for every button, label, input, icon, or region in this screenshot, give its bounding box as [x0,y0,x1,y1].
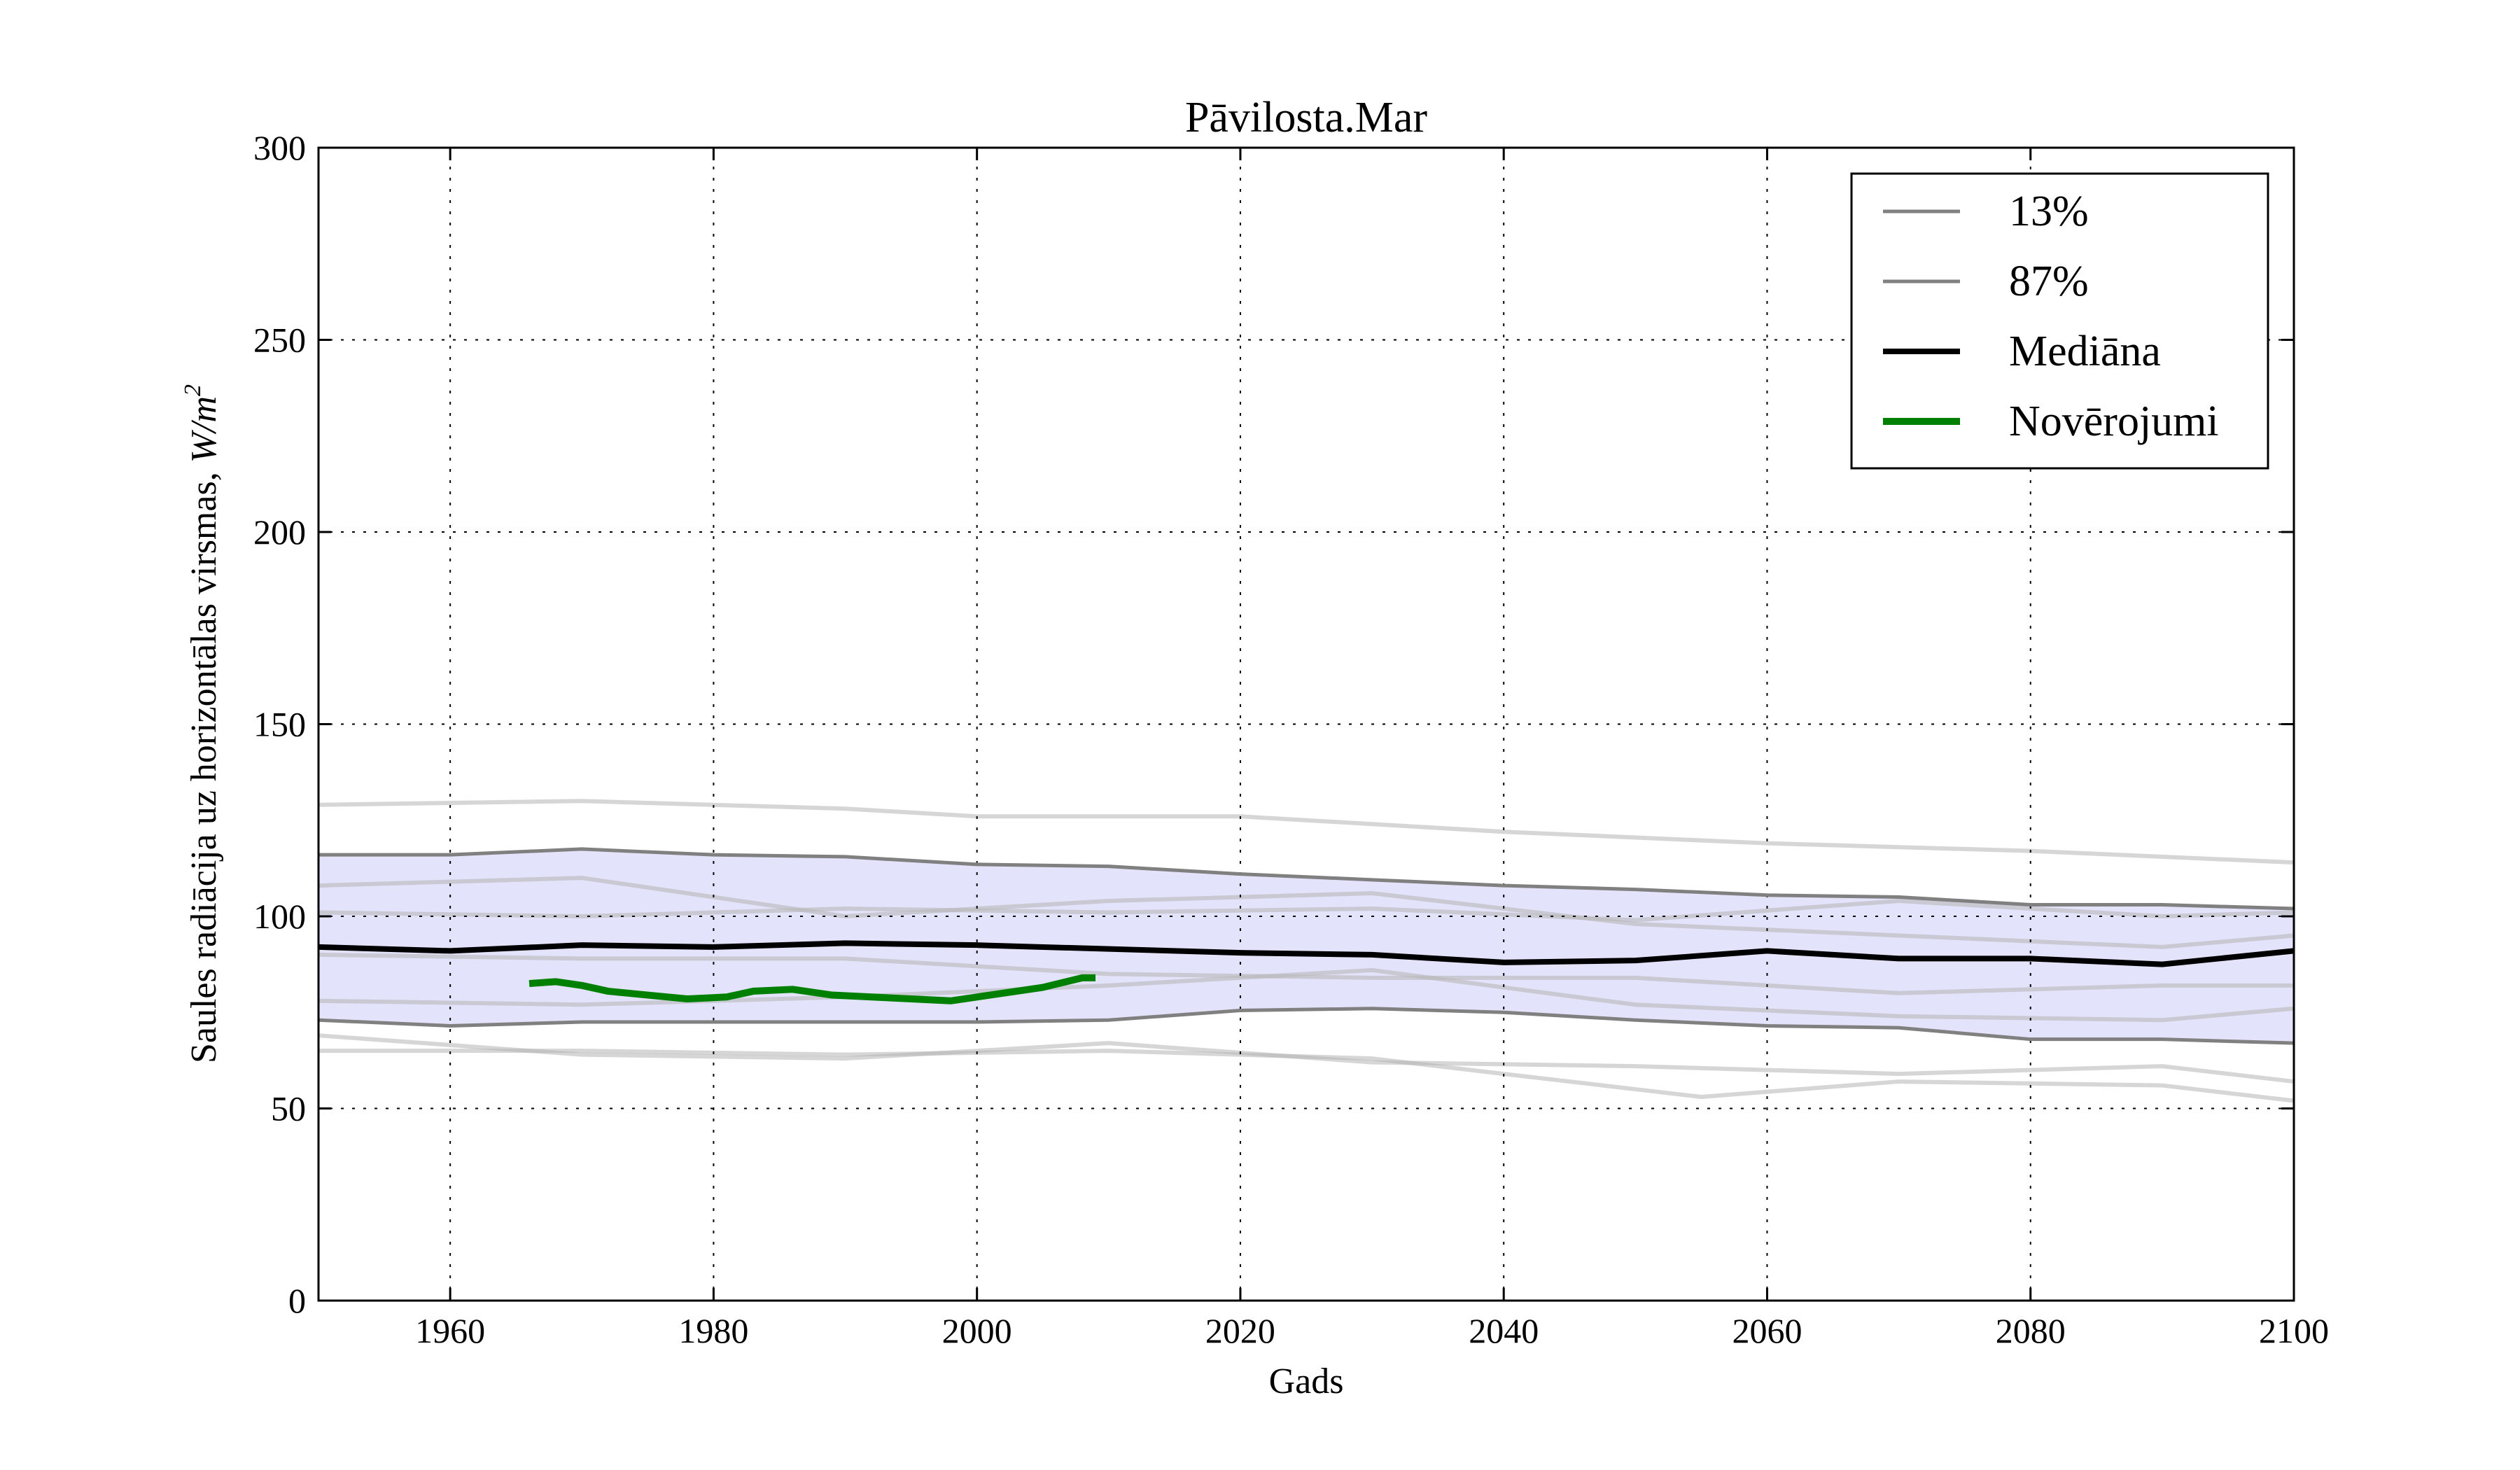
legend-label: 13% [2009,188,2089,235]
y-tick-label: 200 [253,512,306,552]
y-axis-label-unit: W/m [184,396,224,463]
y-tick-label: 300 [253,128,306,167]
y-axis-label-text: Saules radiācija uz horizontālas virsmas… [184,463,224,1063]
y-tick-label: 0 [288,1281,306,1320]
y-tick-label: 250 [253,321,306,360]
y-tick-label: 50 [271,1089,306,1128]
series-line-87% [318,847,2295,911]
ticks: 1960 1980 2000 2020 2040 2060 2080 2100 0 50 100 15… [253,128,2329,1350]
ensemble-member-line-3 [318,876,2295,949]
legend-label: Novērojumi [2009,398,2219,445]
y-axis-label: Saules radiācija uz horizontālas virsmas… [180,384,224,1063]
series-lines [318,847,2295,1045]
legend: 13% 87% Mediāna Novērojumi [1850,172,2269,470]
ensemble-member-line-6 [318,967,2295,1023]
x-tick-label: 1980 [678,1311,748,1350]
y-axis-label-exp: 2 [180,384,206,396]
legend-label: Mediāna [2009,328,2161,375]
ensemble-member-line-4 [318,952,2294,995]
y-tick-label: 150 [253,705,306,744]
series-line-Novērojumi [528,974,1096,1004]
ensemble-member-line-2 [318,1033,2295,1084]
x-tick-label: 2040 [1469,1311,1539,1350]
x-axis-label: Gads [1269,1362,1344,1401]
x-tick-label: 2100 [2259,1311,2329,1350]
x-tick-label: 2000 [942,1311,1012,1350]
series-line-13% [318,1007,2295,1045]
series-line-Mediāna [318,940,2295,967]
x-tick-label: 1960 [415,1311,485,1350]
grid [318,148,2294,1301]
chart-title: Pāvilosta.Mar [1185,94,1427,141]
x-tick-label: 2080 [1996,1311,2066,1350]
x-tick-label: 2060 [1732,1311,1802,1350]
ensemble-member-line-5 [318,899,2295,923]
legend-label: 87% [2009,258,2089,305]
x-tick-label: 2020 [1205,1311,1275,1350]
y-tick-label: 100 [253,897,306,936]
